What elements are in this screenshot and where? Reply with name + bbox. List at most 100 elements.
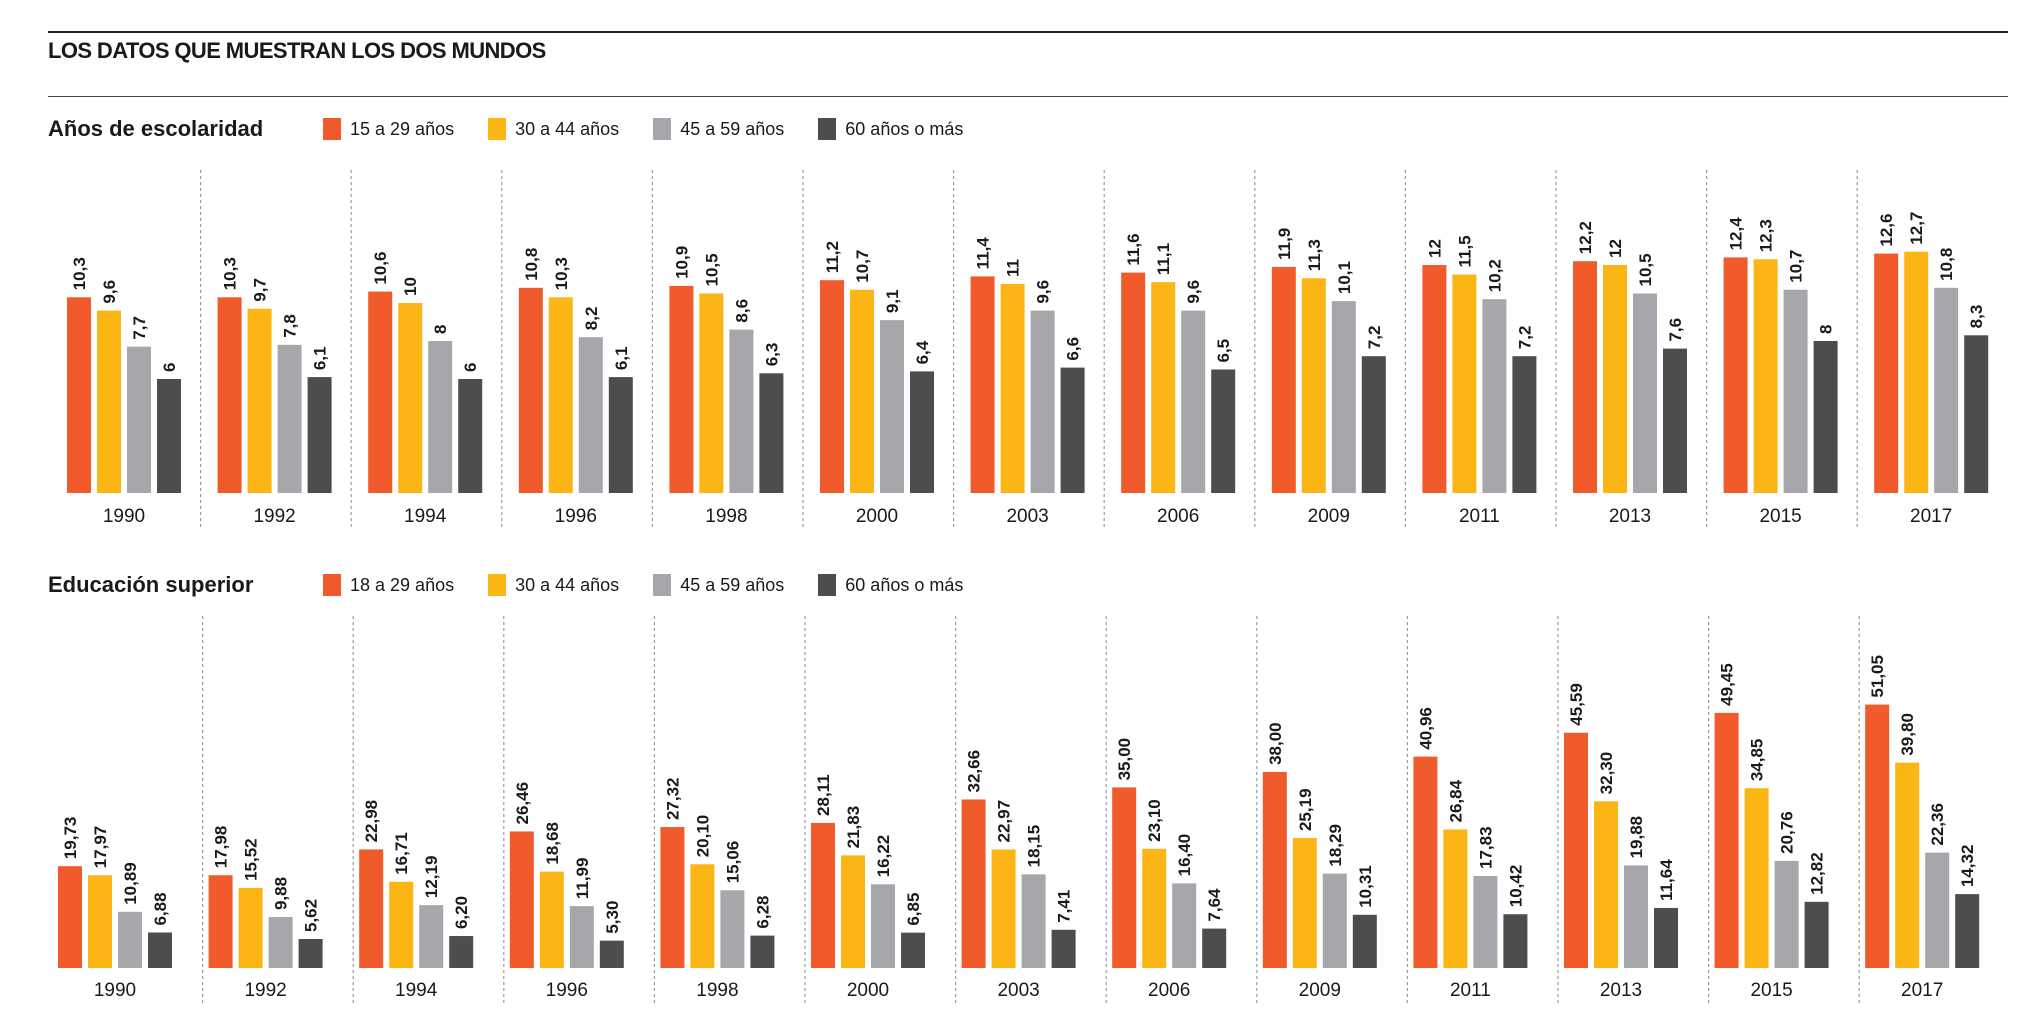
legend-label: 45 a 59 años — [680, 574, 785, 595]
data-label: 8 — [431, 325, 450, 334]
data-label: 7,41 — [1055, 890, 1074, 923]
bar — [699, 293, 724, 493]
legend-item: 60 años o más — [818, 118, 963, 140]
legend-item: 45 a 59 años — [653, 118, 784, 140]
bar — [1030, 310, 1055, 493]
bar — [970, 276, 995, 493]
bar — [518, 287, 543, 493]
bar — [428, 341, 453, 493]
x-tick-label: 2017 — [1910, 506, 1952, 527]
bar — [1603, 265, 1627, 493]
bar — [1301, 278, 1326, 493]
bar — [1744, 788, 1769, 968]
bar — [578, 337, 603, 493]
x-tick-label: 2011 — [1459, 506, 1500, 527]
bar — [1331, 301, 1356, 493]
legend-item: 30 a 44 años — [488, 118, 619, 140]
data-label: 17,97 — [91, 826, 110, 869]
bar — [277, 344, 302, 493]
bar — [599, 940, 624, 968]
data-label: 7,8 — [281, 314, 300, 338]
data-label: 12,3 — [1757, 219, 1776, 252]
bar — [1624, 865, 1648, 968]
bar — [1322, 873, 1347, 968]
legend-swatch — [818, 118, 837, 140]
bar — [1934, 287, 1959, 493]
bar — [1292, 838, 1317, 968]
x-tick-label: 2003 — [997, 980, 1039, 1001]
bar — [961, 799, 986, 968]
x-tick-label: 2003 — [1006, 506, 1048, 527]
data-label: 12,4 — [1727, 217, 1746, 251]
data-label: 26,84 — [1446, 779, 1465, 822]
data-label: 9,6 — [100, 280, 119, 304]
data-label: 12,7 — [1907, 212, 1926, 245]
bar — [1594, 801, 1618, 968]
data-label: 19,88 — [1627, 816, 1646, 859]
data-label: 16,22 — [874, 835, 893, 878]
bar — [88, 875, 112, 968]
bar — [1361, 356, 1386, 493]
data-label: 51,05 — [1868, 655, 1887, 698]
data-label: 28,11 — [814, 774, 833, 816]
bar — [208, 875, 233, 968]
data-label: 7,2 — [1515, 326, 1534, 350]
data-label: 8,2 — [582, 307, 601, 331]
x-tick-label: 1990 — [103, 506, 145, 527]
bar — [1955, 894, 1980, 968]
data-label: 10,42 — [1506, 865, 1525, 908]
bar — [669, 285, 694, 493]
data-label: 49,45 — [1718, 663, 1737, 706]
bar — [1352, 914, 1377, 968]
data-label: 20,10 — [693, 815, 712, 858]
bar — [1633, 293, 1657, 493]
bar — [458, 379, 483, 493]
bar — [127, 346, 151, 493]
bar — [1663, 348, 1687, 493]
bar — [1181, 310, 1206, 493]
data-label: 12,2 — [1576, 221, 1595, 254]
legend-swatch — [488, 574, 507, 596]
bar — [850, 289, 874, 493]
legend-item: 18 a 29 años — [323, 574, 454, 596]
bar — [569, 906, 594, 968]
data-label: 40,96 — [1416, 707, 1435, 750]
legend-swatch — [323, 118, 341, 140]
legend-label: 45 a 59 años — [680, 118, 785, 139]
bar — [398, 303, 423, 493]
bar — [1262, 771, 1287, 968]
data-label: 9,6 — [1034, 280, 1053, 304]
legend-label: 30 a 44 años — [515, 118, 620, 139]
bar — [548, 297, 573, 493]
bar — [1151, 282, 1176, 493]
data-label: 10,9 — [672, 246, 691, 279]
legend-swatch — [653, 118, 672, 140]
data-label: 11,99 — [573, 858, 592, 900]
bar — [1112, 787, 1137, 968]
data-label: 11,6 — [1124, 233, 1143, 265]
bar — [750, 935, 775, 968]
data-label: 10,3 — [70, 257, 89, 290]
bar — [1000, 284, 1025, 493]
data-label: 10,3 — [552, 257, 571, 290]
data-label: 10,3 — [221, 257, 240, 290]
data-label: 38,00 — [1266, 722, 1285, 765]
bar — [1021, 874, 1046, 968]
bar — [991, 849, 1016, 968]
bar — [298, 939, 323, 968]
bar — [1271, 266, 1296, 493]
bar — [1865, 704, 1890, 968]
bar — [1874, 253, 1899, 493]
bar — [1774, 860, 1799, 968]
data-label: 12,19 — [422, 856, 441, 899]
bar — [1482, 299, 1507, 493]
data-label: 7,64 — [1205, 888, 1224, 922]
data-label: 6,5 — [1214, 339, 1233, 363]
legend-swatch — [818, 574, 837, 596]
data-label: 16,40 — [1175, 834, 1194, 877]
data-label: 8,3 — [1967, 305, 1986, 329]
bar — [1904, 251, 1929, 493]
data-label: 23,10 — [1145, 799, 1164, 842]
x-tick-label: 2006 — [1148, 980, 1190, 1001]
data-label: 15,06 — [723, 841, 742, 884]
